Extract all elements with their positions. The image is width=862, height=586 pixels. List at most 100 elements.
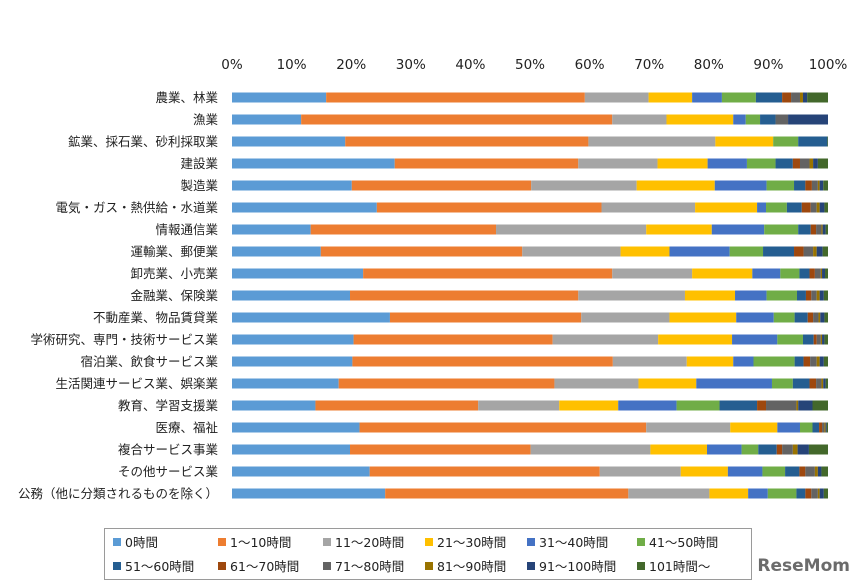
bar-segment [692, 92, 722, 103]
bar-segment [232, 488, 386, 499]
bar-segment [805, 180, 812, 191]
bar-segment [825, 268, 828, 279]
bar-segment [780, 268, 800, 279]
bar-segment [692, 268, 753, 279]
legend-swatch [425, 537, 433, 546]
legend-label: 51～60時間 [125, 559, 195, 574]
bar-segment [232, 202, 377, 213]
bar-segment [757, 400, 767, 411]
bar-segment [823, 356, 828, 367]
bar-segment [648, 92, 693, 103]
bar-segment [729, 246, 764, 257]
x-tick-label: 20% [336, 57, 366, 73]
bar-segment [811, 488, 818, 499]
bar-segment [320, 246, 523, 257]
bar-segment [638, 378, 697, 389]
bar-segment [826, 422, 828, 433]
legend-swatch [323, 561, 331, 570]
bar-segment [821, 466, 828, 477]
x-axis-ticks: 0% 10% 20% 30% 40% 50% 60% 70% 80% 90% 100% [221, 57, 847, 73]
bar-segment [669, 312, 737, 323]
bar-segment [813, 246, 817, 257]
bar-segment [232, 224, 311, 235]
bar-segment [817, 180, 820, 191]
bar-segment [232, 444, 351, 455]
bar-segment [599, 466, 681, 477]
bar-segment [799, 268, 810, 279]
bar-segment [753, 356, 795, 367]
bar-segment [798, 400, 813, 411]
bar-segment [792, 158, 800, 169]
bar-segment [584, 92, 649, 103]
bar-segment [612, 268, 693, 279]
legend-swatch [113, 537, 121, 546]
bar-segment [601, 202, 696, 213]
y-axis-labels: 農業、林業漁業鉱業、採石業、砂利採取業建設業製造業電気・ガス・熱供給・水道業情報… [18, 90, 219, 501]
x-tick-label: 30% [396, 57, 426, 73]
bar-segment [775, 114, 789, 125]
bar-segment [658, 334, 733, 345]
category-label: 漁業 [193, 112, 219, 127]
x-tick-label: 90% [753, 57, 783, 73]
bar-segment [805, 466, 815, 477]
bar-segment [816, 356, 820, 367]
bar-segment [478, 400, 560, 411]
bar-segment [823, 378, 826, 389]
bar-segment [812, 422, 820, 433]
bar-segment [819, 290, 824, 301]
category-label: 電気・ガス・熱供給・水道業 [55, 200, 218, 215]
legend-label: 11～20時間 [335, 535, 405, 550]
bar-segment [819, 202, 825, 213]
legend-item: 1～10時間 [218, 532, 291, 551]
bar-segment [636, 180, 715, 191]
bar-segment [827, 136, 828, 147]
bar-segment [816, 290, 820, 301]
bar-segment [612, 114, 667, 125]
bar-segment [823, 488, 828, 499]
category-label: 医療、福祉 [155, 420, 218, 435]
bar-segment [764, 224, 799, 235]
bar-segment [755, 92, 783, 103]
bar-segment [766, 290, 798, 301]
legend-label: 71～80時間 [335, 559, 405, 574]
bar-segment [353, 334, 553, 345]
bar-segment [326, 92, 585, 103]
bar-segment [733, 356, 754, 367]
bar-segment [711, 224, 765, 235]
category-label: 農業、林業 [155, 90, 218, 105]
bar-segment [359, 422, 647, 433]
bar-segment [822, 422, 825, 433]
bar-segment [741, 444, 759, 455]
bar-segment [809, 158, 814, 169]
legend-item: 11～20時間 [323, 532, 404, 551]
bar-segment [620, 246, 670, 257]
bar-segment [757, 202, 767, 213]
bar-segment [814, 268, 821, 279]
legend-swatch [637, 561, 645, 570]
bar-segment [825, 422, 827, 433]
bar-segment [531, 180, 637, 191]
bar-segment [802, 334, 814, 345]
bar-segment [805, 290, 812, 301]
bar-segment [825, 224, 828, 235]
bar-segment [232, 422, 360, 433]
bar-segment [792, 378, 810, 389]
category-label: 金融業、保険業 [130, 288, 218, 303]
bar-segment [824, 202, 828, 213]
bar-segment [707, 444, 742, 455]
bar-segment [803, 356, 811, 367]
bars [232, 92, 828, 499]
bar-segment [709, 488, 749, 499]
bar-segment [777, 334, 803, 345]
bar-segment [733, 114, 746, 125]
legend-item: 71～80時間 [323, 556, 404, 575]
bar-segment [821, 378, 824, 389]
category-label: 鉱業、採石業、砂利採取業 [68, 134, 219, 149]
legend-label: 41～50時間 [649, 535, 719, 550]
bar-segment [686, 356, 734, 367]
bar-segment [657, 158, 708, 169]
bar-segment [822, 268, 826, 279]
bar-segment [773, 136, 799, 147]
bar-segment [612, 356, 687, 367]
